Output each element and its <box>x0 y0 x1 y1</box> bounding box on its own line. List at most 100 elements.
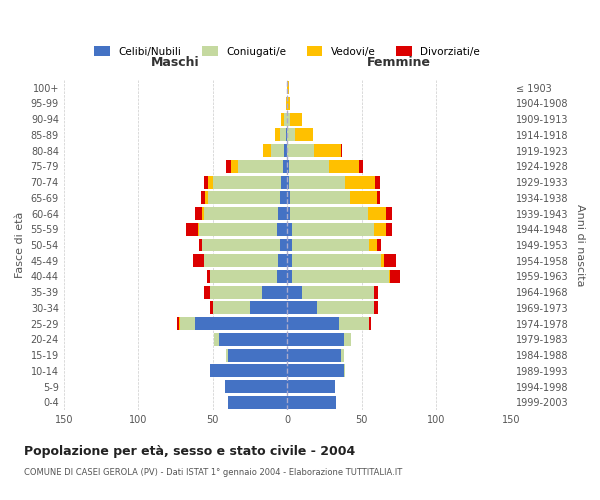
Bar <box>238 160 283 173</box>
Bar <box>340 317 369 330</box>
Y-axis label: Anni di nascita: Anni di nascita <box>575 204 585 286</box>
Bar <box>286 128 287 141</box>
Bar <box>280 128 286 141</box>
Bar <box>287 302 317 314</box>
Bar <box>292 270 389 283</box>
Bar <box>250 302 287 314</box>
Bar <box>375 176 380 188</box>
Bar <box>207 270 210 283</box>
Bar <box>281 112 284 126</box>
Bar <box>289 160 329 173</box>
Bar <box>205 192 208 204</box>
Bar <box>329 160 359 173</box>
Text: Femmine: Femmine <box>367 56 431 69</box>
Bar <box>277 270 287 283</box>
Bar <box>341 144 343 157</box>
Bar <box>275 128 280 141</box>
Bar <box>341 348 344 362</box>
Bar <box>214 333 219 346</box>
Bar <box>369 238 377 252</box>
Bar <box>193 254 204 267</box>
Bar <box>287 254 292 267</box>
Bar <box>227 348 287 362</box>
Bar <box>204 176 208 188</box>
Bar <box>377 192 380 204</box>
Bar <box>287 238 292 252</box>
Bar <box>317 302 374 314</box>
Bar <box>384 254 396 267</box>
Bar <box>213 302 250 314</box>
Bar <box>292 254 381 267</box>
Bar <box>227 396 287 408</box>
Bar <box>381 254 384 267</box>
Bar <box>368 207 386 220</box>
Bar <box>204 254 278 267</box>
Bar <box>281 176 287 188</box>
Bar <box>287 112 290 126</box>
Bar <box>287 364 344 378</box>
Bar <box>195 317 287 330</box>
Bar <box>283 160 287 173</box>
Bar <box>290 207 368 220</box>
Bar <box>230 160 238 173</box>
Bar <box>344 333 352 346</box>
Bar <box>287 286 302 298</box>
Bar <box>287 176 289 188</box>
Bar <box>290 112 302 126</box>
Bar <box>204 286 210 298</box>
Bar <box>374 223 386 235</box>
Bar <box>287 223 292 235</box>
Bar <box>302 286 374 298</box>
Bar <box>277 223 287 235</box>
Bar <box>287 380 335 393</box>
Bar <box>287 144 314 157</box>
Y-axis label: Fasce di età: Fasce di età <box>15 212 25 278</box>
Bar <box>202 238 280 252</box>
Bar <box>201 192 205 204</box>
Bar <box>186 223 198 235</box>
Bar <box>226 348 227 362</box>
Bar <box>287 396 337 408</box>
Bar <box>210 302 213 314</box>
Bar <box>289 176 346 188</box>
Text: COMUNE DI CASEI GEROLA (PV) - Dati ISTAT 1° gennaio 2004 - Elaborazione TUTTITAL: COMUNE DI CASEI GEROLA (PV) - Dati ISTAT… <box>24 468 402 477</box>
Bar <box>204 207 278 220</box>
Bar <box>287 207 290 220</box>
Bar <box>210 286 262 298</box>
Bar <box>199 238 202 252</box>
Bar <box>346 176 375 188</box>
Bar <box>369 317 371 330</box>
Bar <box>210 270 277 283</box>
Bar <box>202 207 204 220</box>
Bar <box>280 238 287 252</box>
Bar <box>344 364 346 378</box>
Bar <box>389 270 390 283</box>
Bar <box>195 207 202 220</box>
Bar <box>287 97 290 110</box>
Bar <box>284 144 287 157</box>
Bar <box>208 176 213 188</box>
Bar <box>219 333 287 346</box>
Bar <box>287 333 344 346</box>
Bar <box>262 286 287 298</box>
Bar <box>386 223 392 235</box>
Bar <box>287 192 290 204</box>
Bar <box>271 144 284 157</box>
Bar <box>386 207 392 220</box>
Bar <box>290 192 350 204</box>
Bar <box>210 364 287 378</box>
Bar <box>180 317 195 330</box>
Bar <box>287 82 289 94</box>
Bar <box>198 223 199 235</box>
Bar <box>314 144 341 157</box>
Bar <box>224 380 287 393</box>
Bar <box>292 223 374 235</box>
Bar <box>287 317 340 330</box>
Bar <box>287 348 341 362</box>
Bar <box>287 160 289 173</box>
Bar <box>284 112 287 126</box>
Bar <box>263 144 271 157</box>
Bar <box>208 192 280 204</box>
Bar <box>278 207 287 220</box>
Bar <box>287 270 292 283</box>
